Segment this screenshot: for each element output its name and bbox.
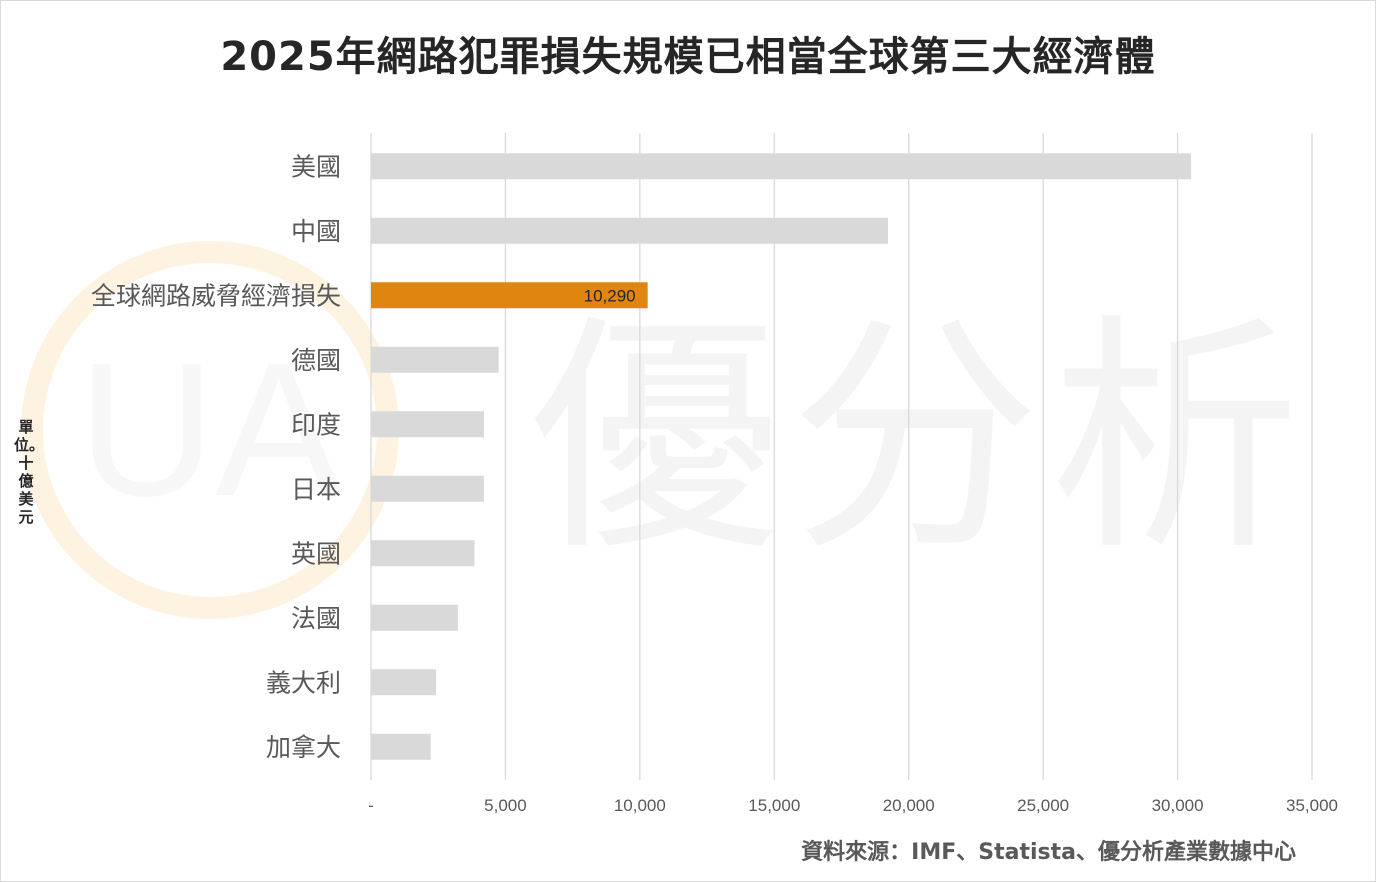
x-tick-label: 10,000 [614,796,666,815]
source-note: 資料來源：IMF、Statista、優分析產業數據中心 [801,840,1296,865]
bar [371,282,648,309]
bars: 10,290 [371,153,1192,760]
category-label: 中國 [291,217,341,246]
chart-title: 2025年網路犯罪損失規模已相當全球第三大經濟體 [220,34,1156,80]
x-tick-label: 5,000 [484,796,527,815]
x-tick-labels: - 5,000 10,000 15,000 20,000 25,000 30,000 35,0… [368,796,1338,815]
watermark-logo-text: UA [78,324,342,536]
data-label: 10,290 [584,286,636,305]
category-label: 義大利 [266,668,341,697]
bar [371,153,1192,180]
category-label: 德國 [291,346,341,375]
x-tick-label: 15,000 [748,796,800,815]
bar [371,217,889,244]
x-tick-label: - [368,796,374,815]
bar [371,669,437,696]
category-label: 日本 [291,475,341,504]
bar [371,733,431,760]
bar [371,540,475,567]
x-tick-label: 20,000 [883,796,935,815]
bar [371,475,484,502]
x-tick-label: 25,000 [1017,796,1069,815]
category-label: 法國 [291,604,341,633]
x-tick-label: 35,000 [1286,796,1338,815]
category-label: 印度 [291,410,341,439]
bar [371,411,484,438]
category-label: 加拿大 [266,733,341,762]
x-tick-label: 30,000 [1152,796,1204,815]
bar [371,346,499,373]
category-label: 美國 [291,152,341,181]
bar [371,604,458,631]
watermark-text: 優分析 [530,293,1310,584]
category-label: 全球網路威脅經濟損失 [91,281,341,310]
unit-label: 單位。十億美元 [14,418,45,526]
category-label: 英國 [291,539,341,568]
